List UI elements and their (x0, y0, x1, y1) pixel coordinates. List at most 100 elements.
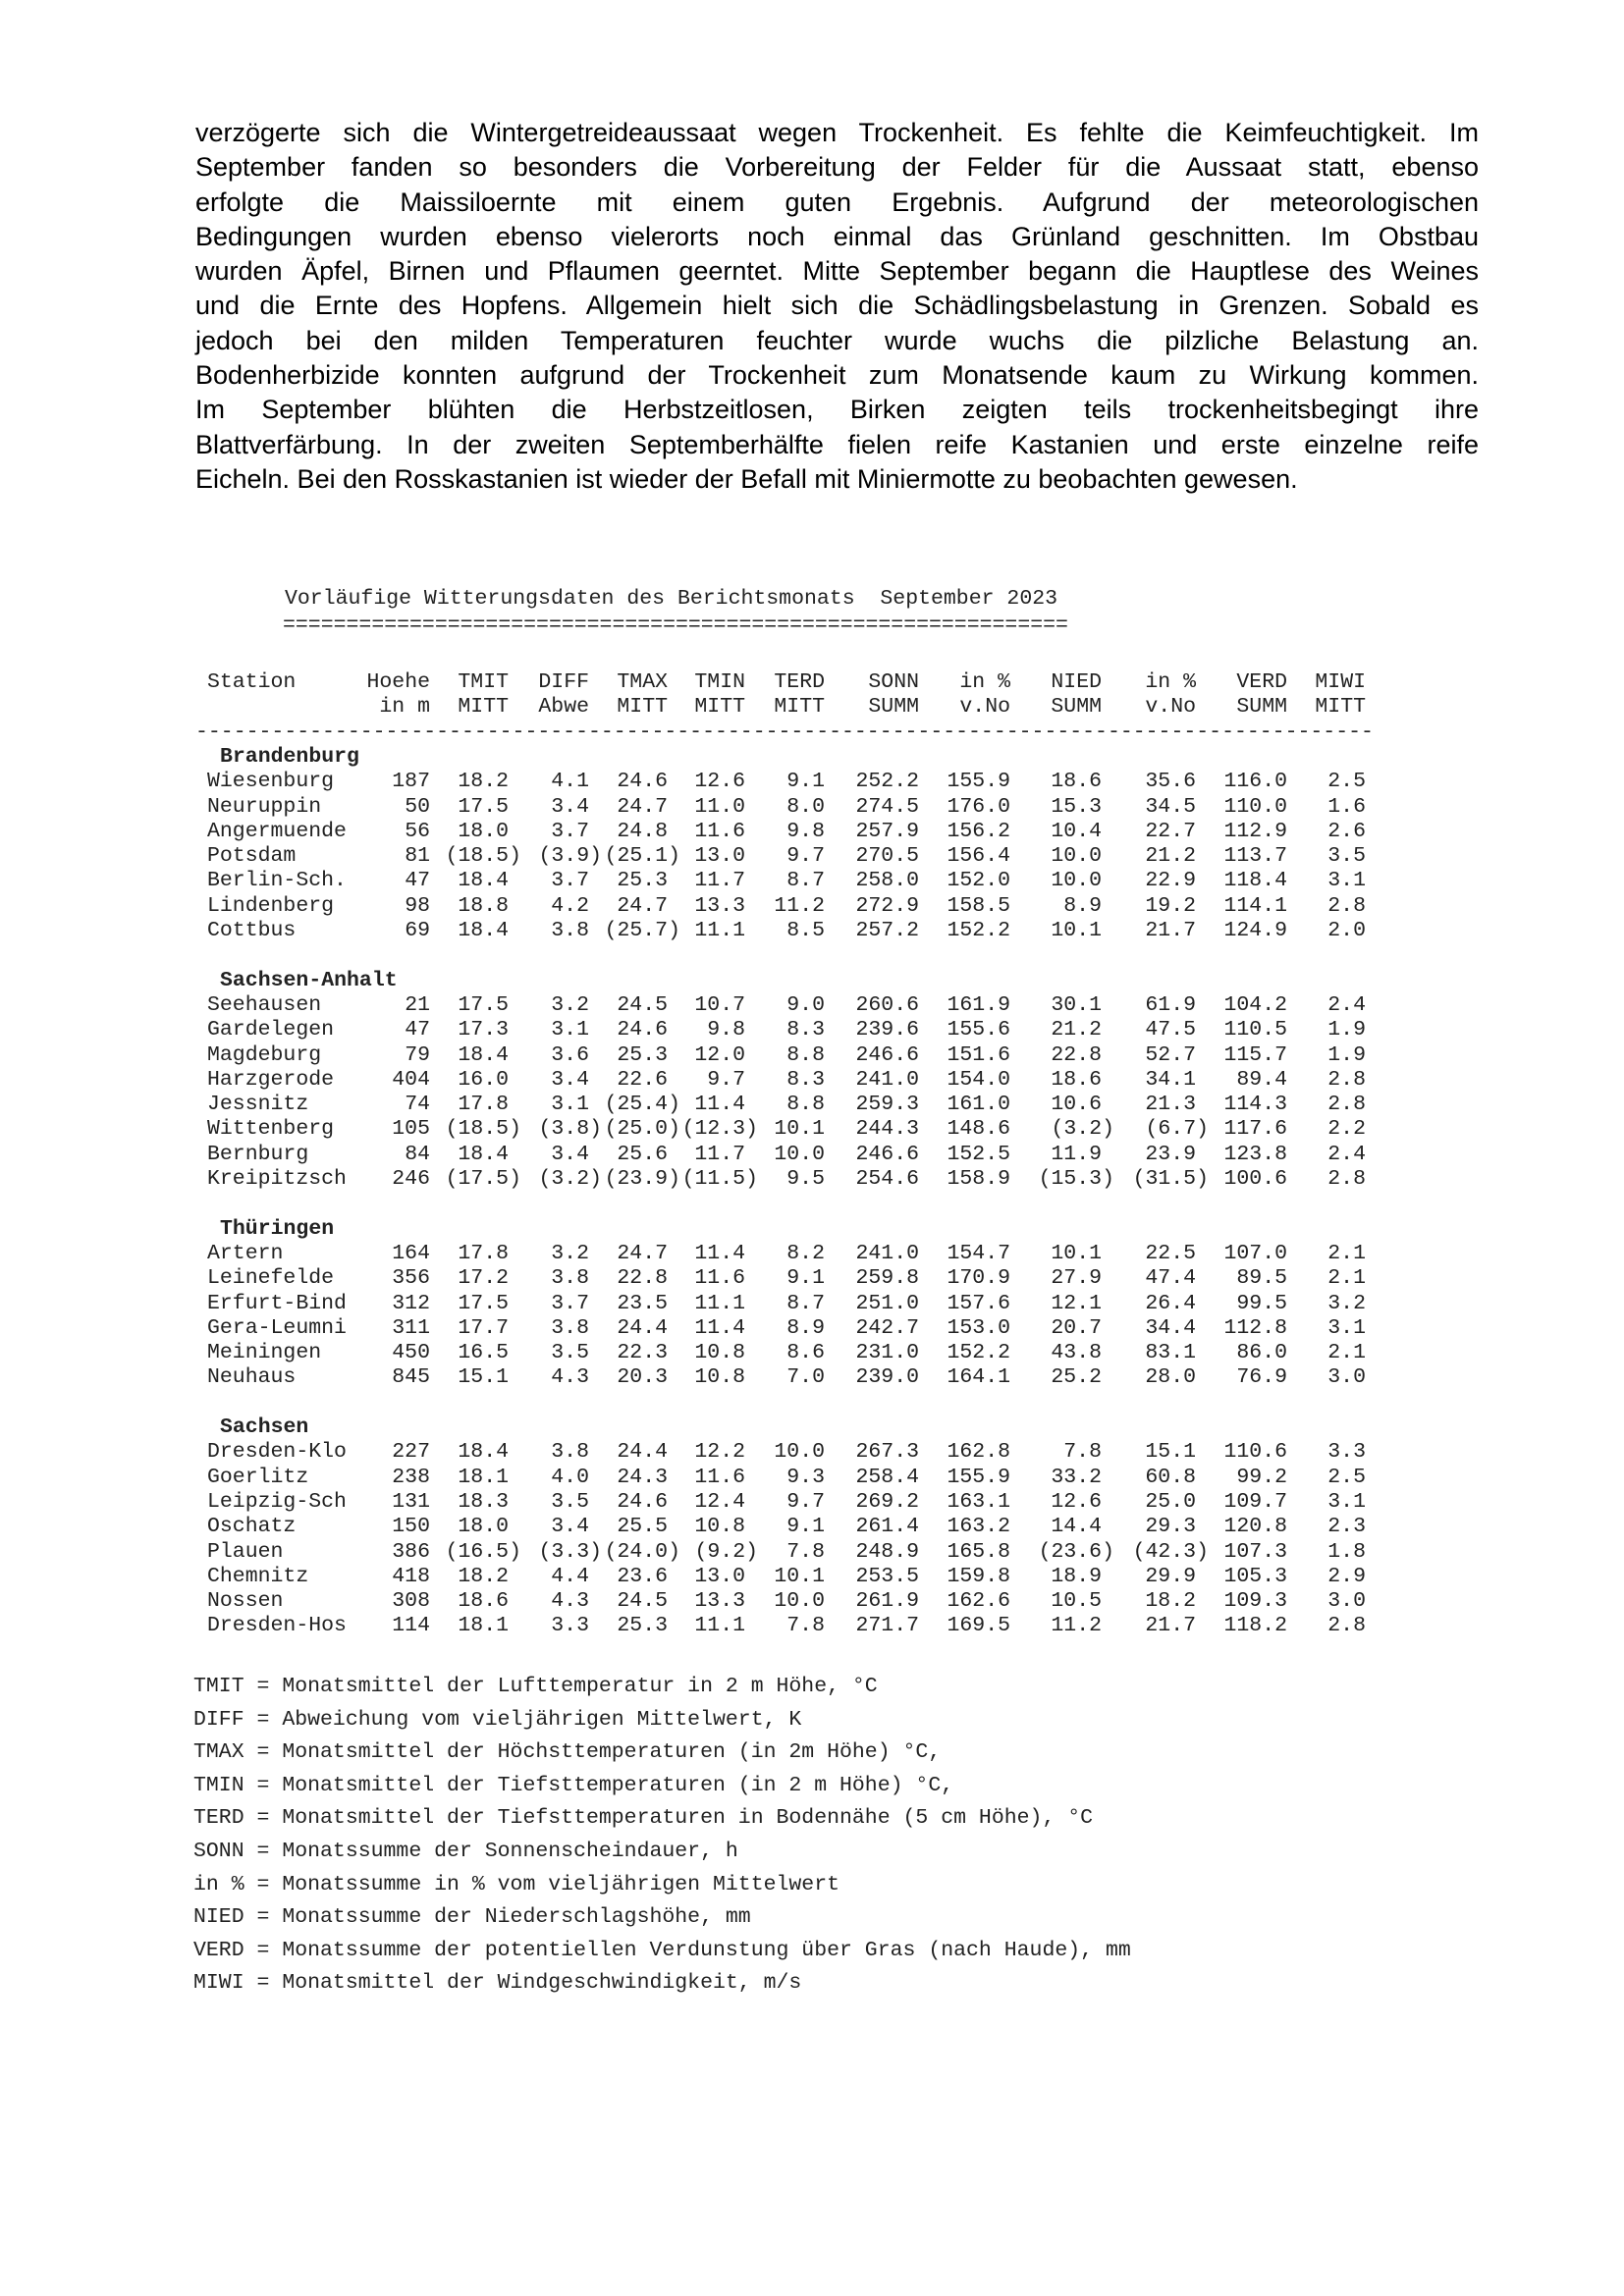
table-row: Seehausen 21 17.5 3.2 24.5 10.7 9.0 260.6 161.9 3… (0, 993, 1624, 1018)
value-cell: 30.1 (1051, 992, 1102, 1017)
value-cell: 25.5 (617, 1515, 668, 1539)
value-cell: 4.3 (551, 1365, 589, 1390)
station-cell: Chemnitz (207, 1564, 309, 1588)
value-cell: 56 (405, 819, 430, 843)
value-cell: 14.4 (1051, 1515, 1102, 1539)
value-cell: 11.6 (694, 1266, 745, 1291)
value-cell: 33.2 (1051, 1465, 1102, 1489)
value-cell: 8.9 (1063, 893, 1102, 918)
value-cell: 3.3 (1327, 1440, 1366, 1465)
value-cell: 11.6 (694, 819, 745, 843)
value-cell: (3.2) (1051, 1117, 1114, 1142)
value-cell: 4.4 (551, 1564, 589, 1588)
value-cell: 13.3 (694, 1589, 745, 1614)
table-title: Vorläufige Witterungsdaten des Berichtsm… (285, 587, 1058, 611)
value-cell: 10.5 (1051, 1589, 1102, 1614)
value-cell: 99.5 (1236, 1291, 1287, 1315)
value-cell: 23.6 (617, 1564, 668, 1588)
legend-notes: TMIT = Monatsmittel der Lufttemperatur i… (193, 1671, 1131, 2001)
value-cell: 10.0 (774, 1142, 825, 1166)
value-cell: 246 (392, 1167, 430, 1191)
value-cell: (3.3) (538, 1539, 602, 1564)
value-cell: 162.6 (947, 1589, 1010, 1614)
value-cell: 2.9 (1327, 1564, 1366, 1588)
value-cell: 9.1 (786, 1515, 825, 1539)
value-cell: 12.0 (694, 1042, 745, 1067)
value-cell: 24.3 (617, 1465, 668, 1489)
value-cell: 10.1 (1051, 919, 1102, 942)
value-cell: 11.2 (1051, 1614, 1102, 1638)
value-cell: 35.6 (1145, 770, 1196, 794)
value-cell: 25.0 (1145, 1489, 1196, 1514)
paragraph-line: Im September blühten die Herbstzeitlosen… (195, 395, 1479, 425)
value-cell: in % (959, 670, 1010, 694)
value-cell: 9.8 (707, 1018, 745, 1042)
value-cell: 34.5 (1145, 794, 1196, 819)
value-cell: 3.7 (551, 1291, 589, 1315)
value-cell: 12.4 (694, 1489, 745, 1514)
value-cell: 10.8 (694, 1341, 745, 1365)
value-cell: 7.8 (1063, 1440, 1102, 1465)
value-cell: (15.3) (1038, 1167, 1114, 1191)
legend-line: SONN = Monatssumme der Sonnenscheindauer… (193, 1839, 738, 1863)
value-cell: 117.6 (1223, 1117, 1287, 1142)
legend-line: NIED = Monatssumme der Niederschlagshöhe… (193, 1905, 751, 1930)
station-cell: Seehausen (207, 992, 322, 1017)
value-cell: 76.9 (1236, 1365, 1287, 1390)
value-cell: MITT (617, 695, 668, 720)
value-cell: 845 (392, 1365, 430, 1390)
value-cell: 9.3 (786, 1465, 825, 1489)
value-cell: 24.5 (617, 992, 668, 1017)
value-cell: 22.5 (1145, 1241, 1196, 1265)
value-cell: 2.4 (1327, 992, 1366, 1017)
paragraph-line: wurden Äpfel, Birnen und Pflaumen geernt… (195, 256, 1479, 287)
value-cell: 18.2 (458, 770, 509, 794)
value-cell: TMAX (617, 670, 668, 694)
value-cell: 3.7 (551, 819, 589, 843)
value-cell: 231.0 (855, 1341, 919, 1365)
value-cell: Hoehe (366, 670, 430, 694)
value-cell: 148.6 (947, 1117, 1010, 1142)
value-cell: 2.8 (1327, 893, 1366, 918)
value-cell: 18.3 (458, 1489, 509, 1514)
value-cell: 1.8 (1327, 1539, 1366, 1564)
value-cell: 131 (392, 1489, 430, 1514)
value-cell: (42.3) (1132, 1539, 1209, 1564)
table-row: Gardelegen 47 17.3 3.1 24.6 9.8 8.3 239.6 155.6 2… (0, 1018, 1624, 1042)
value-cell: 10.0 (1051, 844, 1102, 869)
value-cell: 60.8 (1145, 1465, 1196, 1489)
value-cell: 109.7 (1223, 1489, 1287, 1514)
value-cell: 163.2 (947, 1515, 1010, 1539)
value-cell: 25.3 (617, 869, 668, 893)
value-cell: 24.6 (617, 770, 668, 794)
value-cell: 169.5 (947, 1614, 1010, 1638)
value-cell: 19.2 (1145, 893, 1196, 918)
value-cell: 8.5 (786, 919, 825, 942)
table-row: Magdeburg 79 18.4 3.6 25.3 12.0 8.8 246.6 151.6 2… (0, 1043, 1624, 1068)
table-row: Neuhaus 845 15.1 4.3 20.3 10.8 7.0 239.0 164.1 25… (0, 1365, 1624, 1390)
value-cell: (25.0) (604, 1117, 680, 1142)
value-cell: 254.6 (855, 1167, 919, 1191)
region-heading: Sachsen-Anhalt (220, 968, 398, 992)
value-cell: 2.2 (1327, 1117, 1366, 1142)
value-cell: 157.6 (947, 1291, 1010, 1315)
table-row: Meiningen 450 16.5 3.5 22.3 10.8 8.6 231.0 152.2… (0, 1341, 1624, 1365)
value-cell: 151.6 (947, 1042, 1010, 1067)
value-cell: 269.2 (855, 1489, 919, 1514)
value-cell: 8.7 (786, 1291, 825, 1315)
value-cell: 114.3 (1223, 1093, 1287, 1117)
value-cell: 2.5 (1327, 770, 1366, 794)
value-cell: 16.5 (458, 1341, 509, 1365)
value-cell: (23.6) (1038, 1539, 1114, 1564)
value-cell: 2.8 (1327, 1614, 1366, 1638)
value-cell: VERD (1236, 670, 1287, 694)
value-cell: 27.9 (1051, 1266, 1102, 1291)
value-cell: 311 (392, 1315, 430, 1340)
value-cell: 9.1 (786, 770, 825, 794)
value-cell: 165.8 (947, 1539, 1010, 1564)
value-cell: 11.4 (694, 1241, 745, 1265)
value-cell: 25.6 (617, 1142, 668, 1166)
value-cell: 356 (392, 1266, 430, 1291)
value-cell: 246.6 (855, 1142, 919, 1166)
value-cell: 112.9 (1223, 819, 1287, 843)
